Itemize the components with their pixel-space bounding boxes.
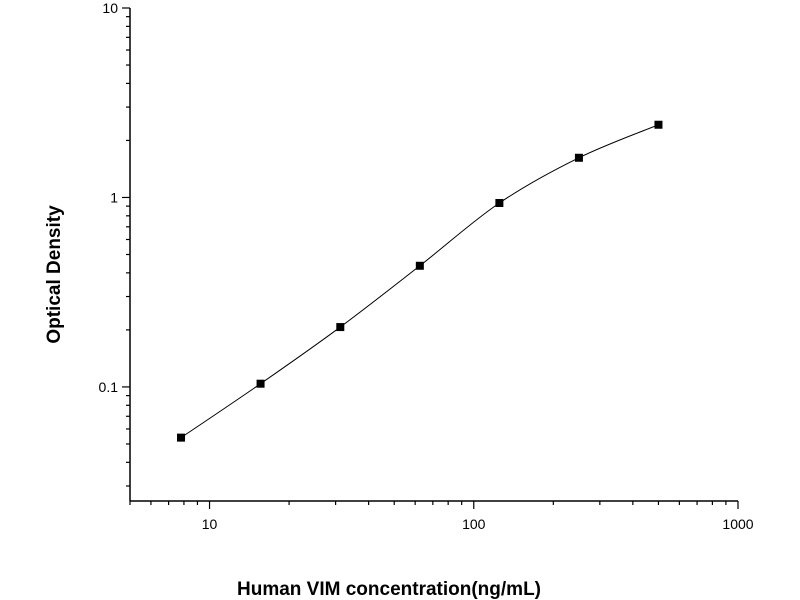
x-tick-label: 1000 <box>722 516 753 532</box>
y-tick-label: 10 <box>102 0 118 16</box>
data-point <box>177 433 186 442</box>
data-point <box>256 379 265 388</box>
data-point <box>336 323 345 332</box>
y-ticks: 0.1 1 10 <box>99 0 130 487</box>
x-axis-title: Human VIM concentration(ng/mL) <box>237 579 541 600</box>
y-tick-label: 1 <box>110 189 118 205</box>
data-point <box>654 120 663 129</box>
y-tick-label: 0.1 <box>99 379 119 395</box>
x-tick-label: 10 <box>202 516 218 532</box>
x-tick-label: 100 <box>462 516 486 532</box>
data-points <box>177 120 663 442</box>
y-axis-title: Optical Density <box>44 205 65 344</box>
data-point <box>495 198 504 207</box>
data-point <box>415 261 424 270</box>
fit-curve <box>180 124 659 439</box>
x-ticks: 10 100 1000 <box>129 501 754 532</box>
data-point <box>574 153 583 162</box>
